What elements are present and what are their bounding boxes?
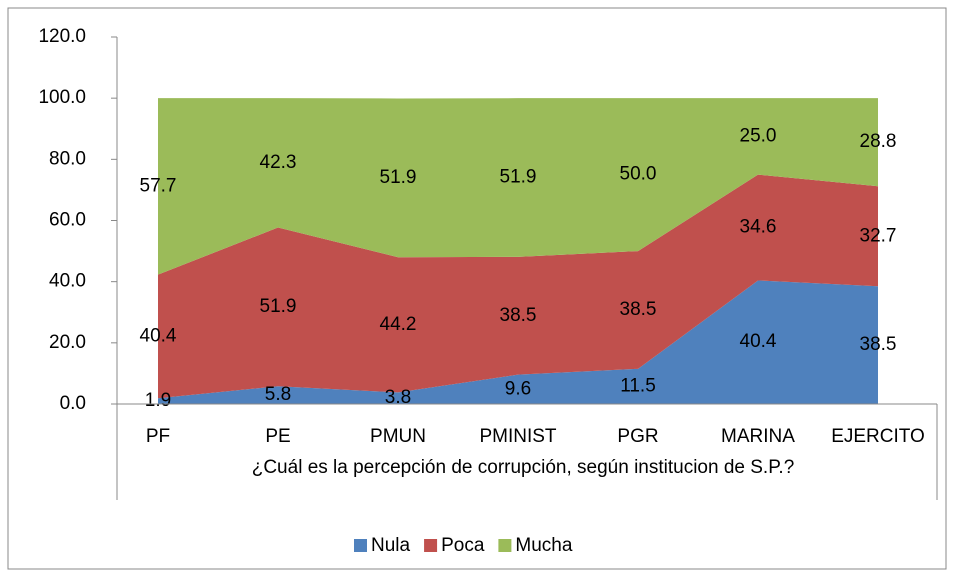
y-tick-label: 0.0 — [60, 393, 86, 414]
legend-label: Mucha — [515, 535, 572, 556]
data-label: 38.5 — [500, 305, 537, 326]
data-label: 5.8 — [265, 384, 291, 405]
data-label: 40.4 — [740, 331, 777, 352]
legend-swatch — [354, 539, 367, 552]
data-label: 1.9 — [145, 390, 171, 411]
area — [158, 98, 878, 275]
legend-label: Poca — [441, 535, 485, 556]
data-label: 50.0 — [620, 164, 657, 185]
x-tick-label: PGR — [617, 426, 658, 447]
data-label: 38.5 — [860, 334, 897, 355]
data-label: 25.0 — [740, 125, 777, 146]
x-tick-label: PF — [146, 426, 170, 447]
legend-label: Nula — [371, 535, 411, 556]
data-label: 57.7 — [140, 175, 177, 196]
y-tick-label: 20.0 — [49, 332, 86, 353]
data-label: 38.5 — [620, 299, 657, 320]
data-label: 34.6 — [740, 217, 777, 238]
data-label: 40.4 — [140, 325, 177, 346]
y-tick-label: 60.0 — [49, 210, 86, 231]
data-label: 9.6 — [505, 378, 531, 399]
data-label: 3.8 — [385, 387, 411, 408]
data-label: 42.3 — [260, 152, 297, 173]
y-tick-label: 120.0 — [38, 26, 86, 47]
data-label: 11.5 — [620, 375, 656, 396]
x-tick-label: PMUN — [370, 426, 426, 447]
data-label: 51.9 — [500, 167, 537, 188]
data-label: 51.9 — [260, 296, 297, 317]
data-label: 44.2 — [380, 314, 417, 335]
data-label: 51.9 — [380, 167, 417, 188]
y-tick-label: 40.0 — [49, 271, 86, 292]
x-tick-label: PE — [265, 426, 290, 447]
legend-swatch — [498, 539, 512, 552]
legend-swatch — [424, 539, 438, 552]
x-tick-label: MARINA — [721, 426, 795, 447]
x-axis-title: ¿Cuál es la percepción de corrupción, se… — [252, 457, 795, 478]
area — [158, 174, 878, 399]
data-label: 32.7 — [860, 225, 897, 246]
y-tick-label: 80.0 — [49, 148, 86, 169]
x-tick-label: PMINIST — [479, 426, 556, 447]
data-label: 28.8 — [860, 131, 897, 152]
area — [158, 280, 878, 404]
x-tick-label: EJERCITO — [831, 426, 925, 447]
y-tick-label: 100.0 — [38, 87, 86, 108]
